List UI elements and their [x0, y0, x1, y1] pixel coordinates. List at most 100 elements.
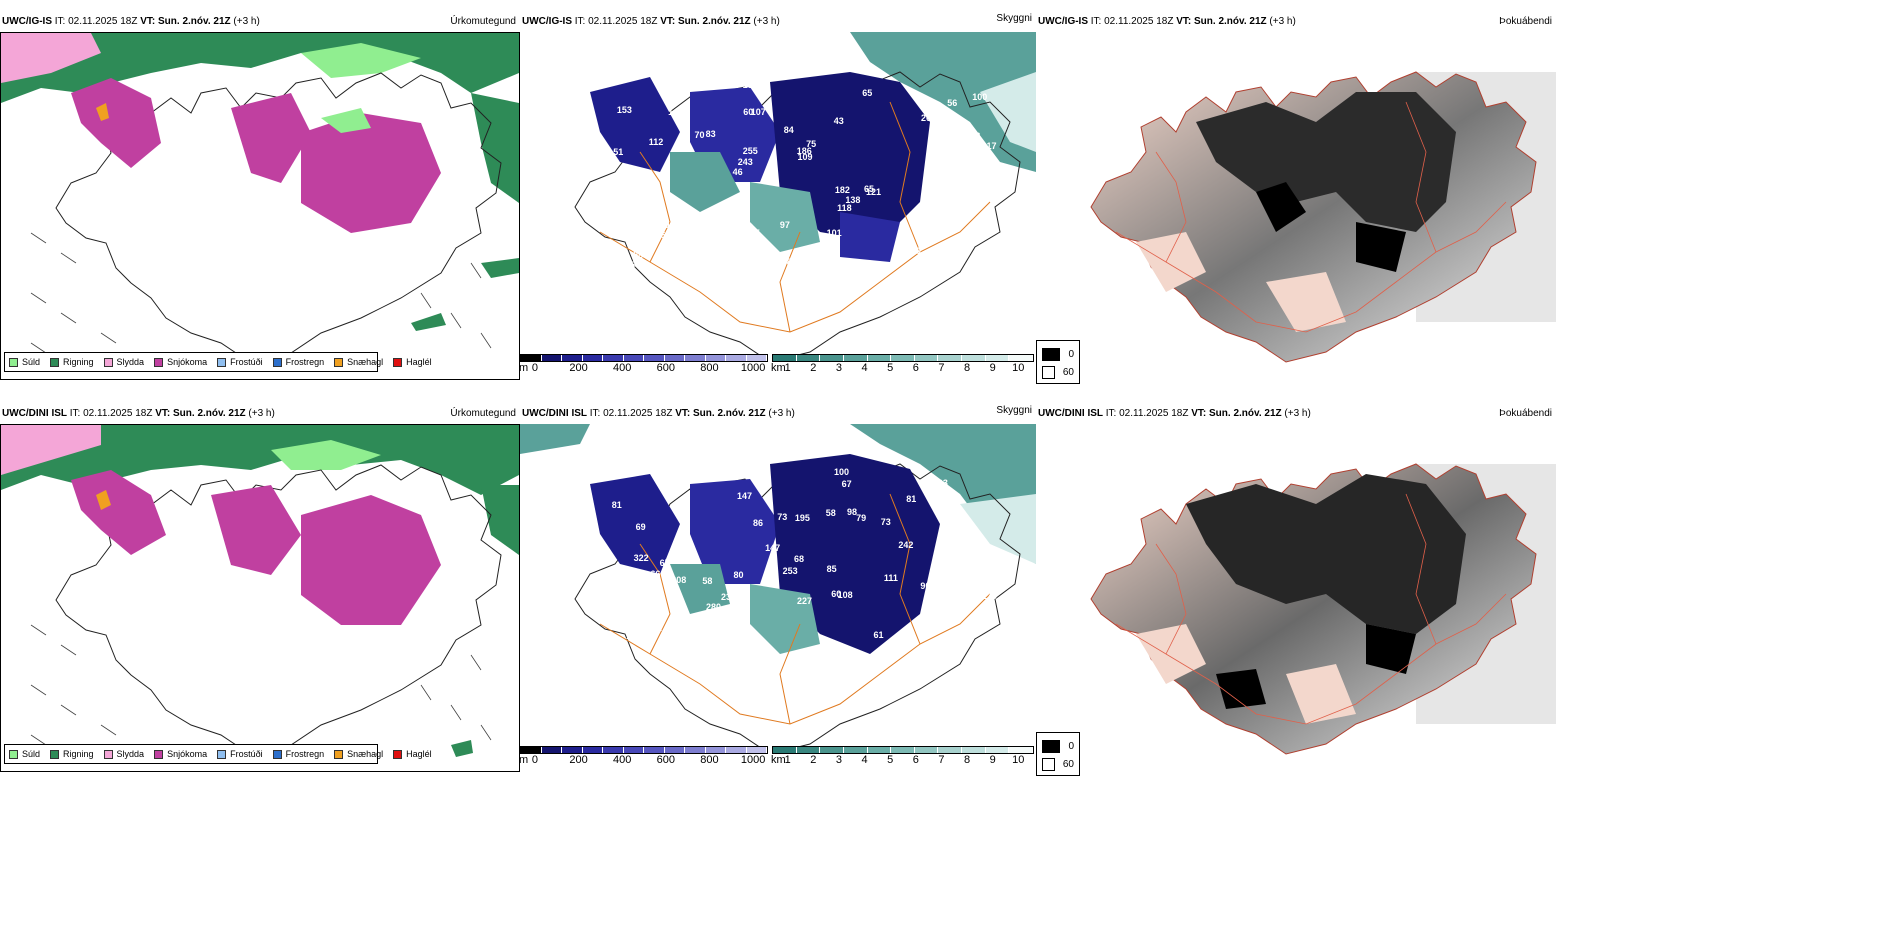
colorbar-tick-label: 1000 — [740, 362, 766, 374]
colorbar-cell — [623, 747, 644, 753]
fog-map — [1036, 32, 1556, 380]
cloud-base-value-label: 43 — [833, 115, 844, 126]
cloud-base-value-label: 69 — [635, 522, 646, 533]
legend-swatch-6 — [334, 749, 344, 759]
cloud-base-value-label: 86 — [753, 518, 764, 529]
legend-item: Haglél — [393, 749, 432, 759]
cloud-base-value-label: 195 — [744, 228, 761, 239]
panel-title: UWC/IG-IS IT: 02.11.2025 18Z VT: Sun. 2.… — [1038, 16, 1296, 27]
legend-item: Snjókoma — [154, 749, 207, 759]
cloud-base-colorbar: m 0 200 400 600 800 1000 — [519, 746, 768, 766]
colorbar-tick-label: 4 — [861, 754, 868, 766]
legend-swatch-0 — [9, 749, 18, 759]
colorbar-cell — [1009, 355, 1034, 361]
visibility-colorbar: km 1 2 3 4 5 6 7 8 9 10 — [771, 354, 1034, 374]
colorbar-cell — [985, 355, 1010, 361]
wind-barbs — [30, 232, 492, 354]
legend-swatch-4 — [217, 357, 227, 367]
cloud-base-value-label: 56 — [923, 650, 934, 661]
colorbar-cell — [521, 747, 542, 753]
precip-map-svg — [1, 33, 519, 379]
legend-swatch-2 — [103, 749, 113, 759]
cloud-base-value-label: 141 — [934, 494, 950, 505]
legend-item: Rigning — [50, 357, 94, 367]
cloud-base-value-label: 51 — [651, 623, 662, 634]
cloud-visibility-panel-top: UWC/IG-IS IT: 02.11.2025 18Z VT: Sun. 2.… — [519, 13, 1036, 380]
fog-map-svg — [1036, 32, 1556, 378]
colorbar-cell — [820, 747, 844, 753]
fog-legend-row: 60 — [1042, 755, 1074, 773]
panel-title: UWC/IG-IS IT: 02.11.2025 18Z VT: Sun. 2.… — [522, 16, 780, 27]
colorbar-tick-label: 800 — [700, 362, 719, 374]
colorbar-cell — [603, 355, 624, 361]
cloud-base-value-label: 88 — [786, 257, 797, 268]
colorbar-tick-label: 1000 — [740, 754, 766, 766]
colorbar-cell — [705, 355, 726, 361]
panel-title: UWC/DINI ISL IT: 02.11.2025 18Z VT: Sun.… — [522, 408, 795, 419]
legend-item: Frostúði — [217, 357, 263, 367]
cloud-base-value-label: 102 — [598, 250, 614, 261]
cloud-base-value-label: 229 — [654, 220, 670, 231]
colorbar-cell — [796, 355, 821, 361]
colorbar-tick-label: 0 — [531, 362, 538, 374]
legend-item: Snæhagl — [334, 749, 383, 759]
cloud-base-value-label: 51 — [940, 246, 951, 257]
colorbar-cell — [962, 747, 986, 753]
colorbar-cell — [562, 355, 583, 361]
colorbar-tick-label: 200 — [569, 362, 588, 374]
legend-swatch-7 — [393, 749, 403, 759]
cloud-base-value-label: 75 — [806, 138, 817, 149]
cloud-base-value-label: 242 — [898, 540, 914, 551]
cloud-base-value-label: 153 — [616, 105, 632, 116]
precip-map: Súld Rigning Slydda Snjókoma Frostúði Fr… — [0, 424, 520, 772]
road-network — [599, 101, 991, 333]
cloud-base-value-label: 94 — [596, 238, 607, 249]
fog-swatch-1 — [1042, 365, 1055, 379]
colorbar-tick-label: 6 — [912, 362, 919, 374]
legend-item: Súld — [9, 749, 40, 759]
legend-item: Slydda — [103, 357, 144, 367]
legend-item: Frostúði — [217, 749, 263, 759]
colorbar-tick-label: 600 — [656, 754, 675, 766]
cloud-base-value-label: 83 — [705, 129, 716, 139]
cloud-base-value-label: 138 — [845, 195, 861, 206]
cloud-base-value-label: 548 — [629, 259, 645, 270]
fog-swatch-0 — [1042, 347, 1061, 361]
colorbar-tick-label: 9 — [989, 362, 996, 374]
cloud-base-value-label: 61 — [873, 629, 884, 640]
cloud-visibility-panel-bottom: UWC/DINI ISL IT: 02.11.2025 18Z VT: Sun.… — [519, 405, 1036, 772]
colorbar-tick-label: 5 — [887, 362, 894, 374]
cloud-base-value-label: 190 — [626, 631, 642, 642]
precip-legend: Súld Rigning Slydda Snjókoma Frostúði Fr… — [4, 744, 432, 764]
cloud-base-value-label: 51 — [613, 146, 624, 157]
cloud-base-value-label: 73 — [777, 511, 788, 522]
cloud-base-value-label: 84 — [783, 125, 794, 136]
peak-labels-bottom: 56 66 60 81 252 69 51 58 73 73 79 108 72 147 85 164 111 6… — [520, 424, 1036, 746]
colorbar-tick-label: 400 — [612, 362, 632, 374]
cloud-base-value-label: 121 — [866, 186, 882, 197]
cloud-base-value-label: 100 — [972, 91, 988, 102]
cloud-base-value-label: 272 — [738, 221, 754, 232]
precip-type-panel-top: UWC/IG-IS IT: 02.11.2025 18Z VT: Sun. 2.… — [0, 14, 520, 380]
panel-title: UWC/DINI ISL IT: 02.11.2025 18Z VT: Sun.… — [1038, 408, 1311, 419]
legend-swatch-5 — [272, 749, 282, 759]
colorbar-cell — [796, 747, 821, 753]
legend-item: Snjókoma — [154, 357, 207, 367]
colorbar-cell — [603, 747, 624, 753]
legend-swatch-3 — [154, 357, 164, 367]
colorbar-tick-label: 8 — [963, 754, 971, 766]
colorbar-cell — [521, 355, 542, 361]
colorbar-cell — [623, 355, 644, 361]
fog-legend-bottom: 0 60 — [1036, 732, 1080, 776]
colorbar-cell — [664, 355, 685, 361]
cloud-base-value-label: 81 — [611, 500, 622, 511]
cloud-base-value-label: 67 — [659, 557, 670, 568]
cloud-base-value-label: 108 — [897, 636, 913, 647]
panel-label: Skyggni — [996, 405, 1032, 416]
cloud-base-value-label: 81 — [906, 494, 917, 505]
cloud-base-value-label: 98 — [847, 507, 858, 518]
colorbar-cell — [867, 355, 892, 361]
legend-item: Snæhagl — [334, 357, 383, 367]
cloud-base-value-label: 100 — [905, 246, 921, 257]
cloud-base-value-label: 147 — [765, 543, 781, 554]
